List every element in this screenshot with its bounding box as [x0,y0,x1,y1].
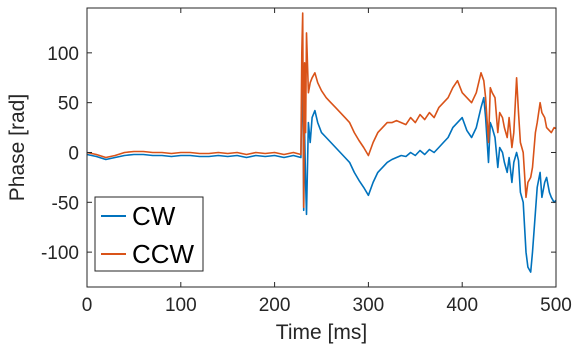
series-line-ccw [86,12,557,209]
legend-label-ccw: CCW [132,239,195,269]
x-tick-label: 300 [353,295,385,316]
legend-box [94,196,204,272]
x-axis-label: Time [ms] [276,321,367,344]
x-tick-label: 100 [165,295,197,316]
x-tick-label: 200 [259,295,291,316]
y-tick-label: 0 [68,143,79,164]
legend: CW CCW [94,196,204,272]
y-tick-label: -50 [52,193,79,214]
y-tick-label: 100 [47,44,79,65]
legend-label-cw: CW [132,201,176,231]
x-tick-label: 400 [446,295,478,316]
x-tick-label: 0 [82,295,93,316]
plot-frame [86,7,557,288]
y-tick-label: -100 [41,243,79,264]
series-line-cw [86,61,557,273]
y-tick-label: 50 [58,94,79,115]
tick-layer: 0 100 200 300 400 500 -100 -50 0 50 100 [41,8,572,316]
x-tick-label: 500 [540,295,572,316]
series-layer [86,12,557,273]
y-axis-label: Phase [rad] [6,94,29,201]
